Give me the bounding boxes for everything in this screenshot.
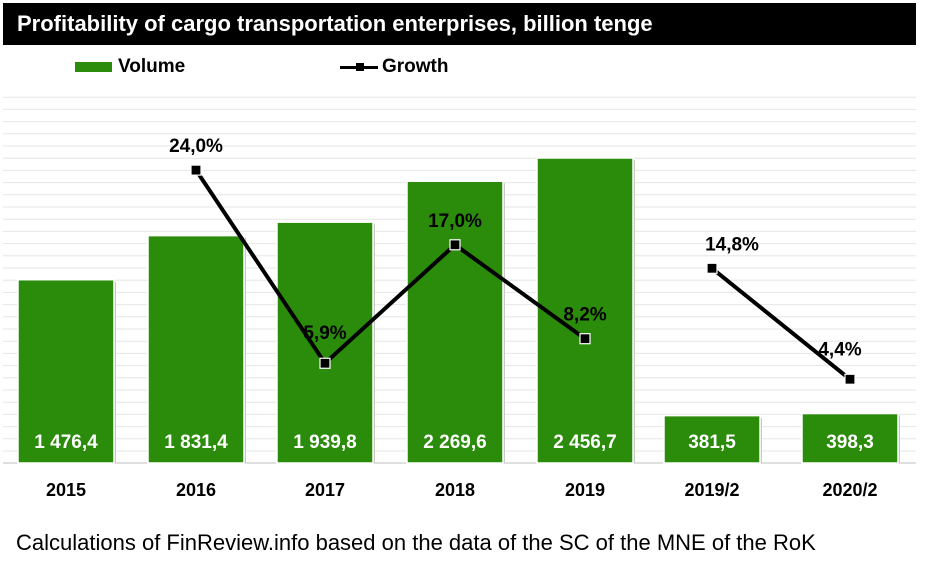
growth-line-segment <box>194 168 587 366</box>
legend-swatch-growth <box>340 62 378 72</box>
bar-value-label: 398,3 <box>826 432 874 453</box>
bar-value-label: 2 269,6 <box>423 432 486 453</box>
bar-2015 <box>17 278 115 464</box>
x-tick-label: 2019 <box>565 480 605 500</box>
growth-marker <box>190 164 202 176</box>
source-note: Calculations of FinReview.info based on … <box>16 530 816 555</box>
legend-item-growth: Growth <box>340 56 449 78</box>
growth-value-label: 14,8% <box>705 234 759 255</box>
growth-marker <box>449 239 461 251</box>
growth-value-label: 4,4% <box>818 339 861 360</box>
growth-value-label: 17,0% <box>428 211 482 232</box>
bar-value-label: 1 939,8 <box>293 432 356 453</box>
x-tick-label: 2019/2 <box>684 480 739 500</box>
legend-label-growth: Growth <box>382 56 449 77</box>
growth-marker <box>844 373 856 385</box>
bar-value-label: 2 456,7 <box>553 432 616 453</box>
legend: Volume Growth <box>0 56 951 80</box>
growth-marker <box>319 357 331 369</box>
bar-2016 <box>147 234 245 464</box>
growth-marker <box>706 262 718 274</box>
bar-2017 <box>276 221 374 464</box>
chart-title: Profitability of cargo transportation en… <box>3 3 916 45</box>
legend-label-volume: Volume <box>118 56 186 77</box>
growth-value-label: 5,9% <box>303 323 346 344</box>
bar-2019/2 <box>663 414 761 464</box>
x-tick-label: 2020/2 <box>822 480 877 500</box>
bar-2020/2 <box>801 412 899 464</box>
bar-value-label: 1 831,4 <box>164 432 228 453</box>
growth-value-label: 24,0% <box>169 136 223 157</box>
legend-swatch-volume <box>75 62 112 72</box>
growth-value-label: 8,2% <box>563 305 606 326</box>
growth-line-segment <box>710 266 852 381</box>
bar-2018 <box>406 180 504 464</box>
x-tick-label: 2017 <box>305 480 345 500</box>
bar-value-label: 1 476,4 <box>34 432 98 453</box>
growth-marker <box>579 333 591 345</box>
x-tick-label: 2016 <box>176 480 216 500</box>
bar-2019 <box>536 157 634 464</box>
x-tick-label: 2015 <box>46 480 86 500</box>
x-tick-label: 2018 <box>435 480 475 500</box>
bar-value-label: 381,5 <box>688 432 736 453</box>
legend-item-volume: Volume <box>75 56 185 78</box>
